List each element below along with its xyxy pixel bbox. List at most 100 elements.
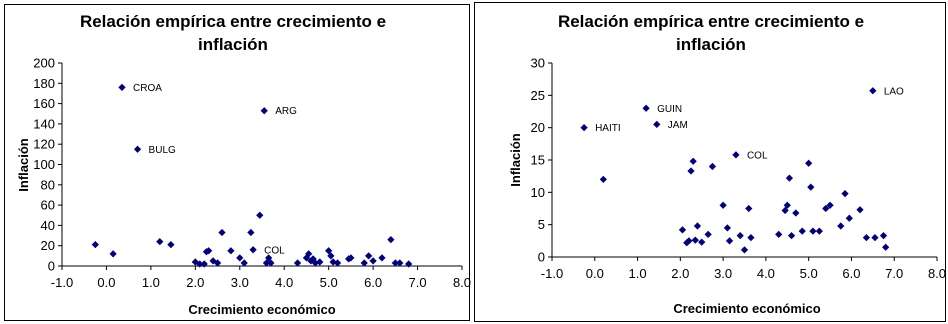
chart-right-annotation-haiti: HAITI bbox=[595, 123, 621, 134]
chart-right-data-point bbox=[879, 232, 888, 240]
chart-left-data-point bbox=[325, 247, 333, 255]
chart-left-plot-area: 0 20 40 60 80 100 120 140 160 180 200 -1.0 0.0 1.0 2.0… bbox=[33, 56, 471, 291]
chart-left-data-point bbox=[265, 254, 273, 262]
chart-right-data-point bbox=[678, 226, 687, 234]
chart-right-x-tick-label: 5.0 bbox=[800, 266, 818, 281]
chart-right-data-point bbox=[745, 204, 753, 213]
chart-right-data-point bbox=[687, 167, 695, 175]
chart-left-x-tick-label: -1.0 bbox=[51, 275, 73, 290]
chart-right-data-point bbox=[747, 233, 755, 242]
chart-left-x-tick-label: 2.0 bbox=[186, 275, 204, 290]
chart-left-data-point bbox=[405, 260, 413, 268]
chart-left-title-line2: inflación bbox=[198, 35, 268, 54]
chart-left-data-point bbox=[200, 260, 208, 268]
chart-right-data-point bbox=[689, 157, 697, 165]
chart-left-data-point bbox=[369, 257, 377, 265]
chart-left-x-tick-label: 0.0 bbox=[97, 275, 115, 290]
chart-left-data-point bbox=[236, 254, 244, 262]
chart-right-data-point bbox=[580, 124, 588, 132]
chart-right-x-tick-label: 1.0 bbox=[629, 266, 647, 281]
chart-left-data-point bbox=[305, 250, 313, 258]
chart-left-annotation-col: COL bbox=[264, 245, 285, 256]
chart-left-data-point bbox=[327, 252, 335, 260]
chart-left-data-point bbox=[293, 259, 302, 267]
chart-right-data-point bbox=[871, 233, 879, 242]
chart-right-x-tick-label: 3.0 bbox=[714, 266, 732, 281]
chart-right-data-point bbox=[787, 232, 796, 240]
chart-left-data-point bbox=[247, 228, 255, 237]
chart-left-y-axis-title: Inflación bbox=[16, 138, 31, 192]
chart-right-x-tick-label: 7.0 bbox=[885, 266, 903, 281]
chart-right-y-tick-label: 15 bbox=[531, 153, 545, 168]
chart-right-y-tick-label: 25 bbox=[531, 88, 545, 103]
chart-left-x-tick-label: 5.0 bbox=[320, 275, 338, 290]
chart-left-y-tick-label: 180 bbox=[33, 76, 55, 91]
chart-left-data-point bbox=[333, 259, 342, 267]
chart-right-data-point bbox=[785, 174, 794, 182]
chart-left-y-tick-label: 100 bbox=[33, 157, 55, 172]
chart-right-data-point bbox=[856, 206, 864, 214]
chart-right-data-point bbox=[815, 227, 823, 235]
chart-right-data-point bbox=[691, 236, 699, 244]
chart-left-data-point bbox=[205, 247, 213, 255]
chart-left-annotation-croa: CROA bbox=[133, 83, 162, 94]
chart-left-annotation-arg: ARG bbox=[275, 106, 297, 117]
chart-right-data-point bbox=[822, 204, 830, 213]
chart-left-y-tick-label: 40 bbox=[41, 218, 55, 233]
chart-left-y-tick-label: 120 bbox=[33, 137, 55, 152]
chart-right-x-tick-label: 4.0 bbox=[757, 266, 775, 281]
chart-right-data-point bbox=[685, 237, 693, 245]
chart-right-data-point bbox=[723, 224, 732, 232]
chart-left-data-point bbox=[240, 259, 248, 267]
chart-left-data-point bbox=[133, 145, 142, 153]
chart-left-x-tick-label: 3.0 bbox=[231, 275, 249, 290]
chart-left-data-point bbox=[267, 259, 275, 267]
chart-left-x-axis-title: Crecimiento económico bbox=[188, 302, 335, 317]
chart-right-data-point bbox=[809, 227, 817, 235]
chart-left-data-point bbox=[156, 238, 164, 246]
chart-right-x-axis-title: Crecimiento económico bbox=[673, 301, 820, 316]
chart-left-data-point bbox=[109, 250, 117, 258]
chart-left-data-point bbox=[316, 258, 324, 266]
chart-left-y-tick-label: 80 bbox=[41, 177, 55, 192]
chart-left-data-point bbox=[209, 257, 217, 265]
chart-right-data-point bbox=[862, 233, 871, 242]
chart-left: Relación empírica entre crecimiento e in… bbox=[4, 4, 471, 321]
chart-right-annotation-col: COL bbox=[747, 150, 768, 161]
chart-right-data-point bbox=[704, 230, 712, 238]
chart-right-data-point bbox=[792, 209, 800, 217]
chart-left-x-tick-label: 4.0 bbox=[275, 275, 293, 290]
chart-right-data-point bbox=[693, 222, 702, 230]
chart-right-data-point bbox=[841, 190, 849, 198]
chart-right-plot-area: 0 5 10 15 20 25 30 -1.0 0.0 1.0 2.0 3.0 4.0 5.0 6.0 7.0… bbox=[531, 56, 947, 282]
chart-right-y-tick-label: 5 bbox=[538, 217, 545, 232]
chart-left-data-point bbox=[347, 254, 355, 262]
chart-left-x-tick-label: 8.0 bbox=[453, 275, 471, 290]
chart-right-data-point bbox=[869, 87, 877, 95]
chart-left-data-point bbox=[260, 107, 268, 115]
chart-left-data-point bbox=[256, 211, 264, 219]
chart-right-title-line1: Relación empírica entre crecimiento e bbox=[558, 12, 864, 31]
chart-left-data-point bbox=[213, 259, 222, 267]
chart-right-data-point bbox=[725, 237, 734, 245]
chart-right-data-point bbox=[807, 183, 815, 191]
chart-right-data-point bbox=[783, 201, 791, 209]
chart-left-y-tick-label: 160 bbox=[33, 96, 55, 111]
chart-left-data-point bbox=[365, 252, 373, 260]
chart-right-data-point bbox=[845, 214, 853, 222]
chart-left-data-point bbox=[396, 259, 404, 267]
chart-right-data-point bbox=[719, 201, 727, 209]
chart-right-title-line2: inflación bbox=[676, 35, 746, 54]
chart-right-x-tick-label: -1.0 bbox=[541, 266, 563, 281]
chart-left-y-tick-label: 200 bbox=[33, 56, 55, 71]
chart-right-data-point bbox=[698, 238, 706, 246]
chart-right-data-point bbox=[642, 104, 650, 112]
chart-right-y-tick-label: 10 bbox=[531, 185, 545, 200]
chart-left-x-tick-label: 6.0 bbox=[364, 275, 382, 290]
chart-right-data-point bbox=[732, 151, 740, 159]
chart-left-data-point bbox=[387, 235, 395, 244]
chart-right-y-tick-label: 20 bbox=[531, 120, 545, 135]
chart-right-y-tick-label: 0 bbox=[538, 250, 545, 265]
